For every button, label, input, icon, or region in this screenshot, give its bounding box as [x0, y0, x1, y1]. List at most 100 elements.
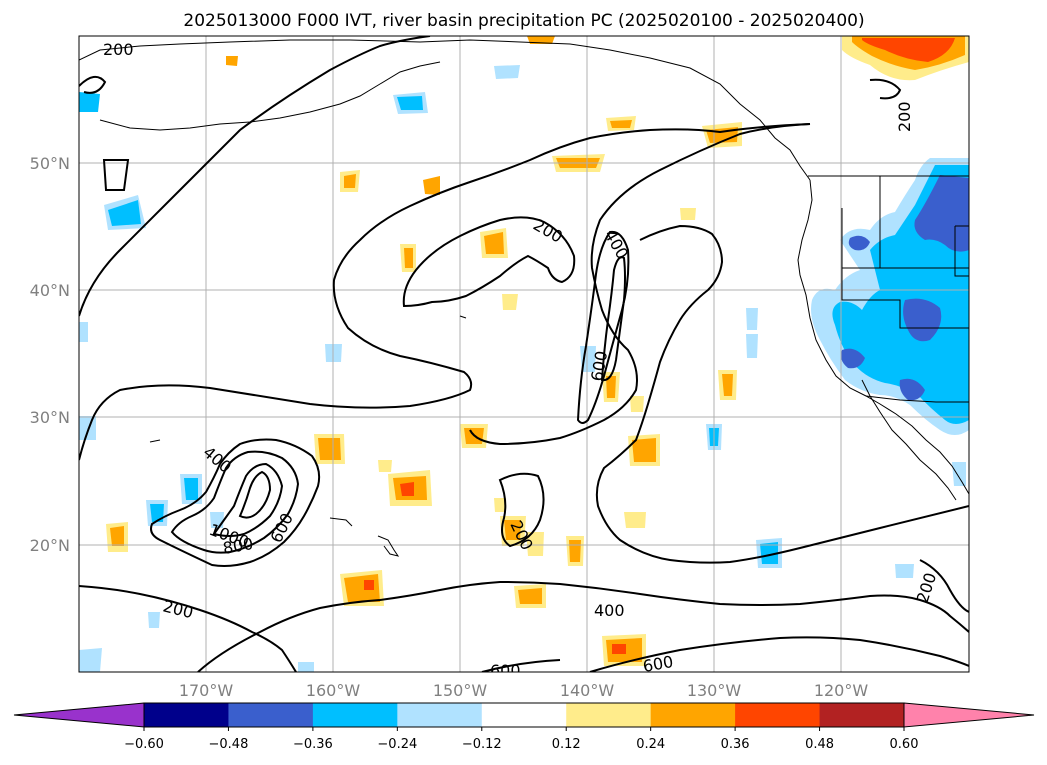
precip-blob: [344, 574, 380, 602]
precip-blob: [840, 348, 865, 369]
colorbar-bin: [650, 703, 736, 727]
ivt-contour: [919, 559, 969, 613]
precip-blob: [110, 526, 124, 546]
precip-blob: [400, 482, 414, 496]
precip-blob: [184, 478, 198, 500]
precip-blob: [484, 232, 504, 254]
lon-tick-label: 150°W: [433, 681, 488, 700]
precip-blob: [150, 504, 164, 522]
precip-blob: [318, 438, 341, 460]
precip-blob: [680, 208, 696, 220]
precip-blob: [344, 174, 356, 188]
coastlines: [79, 39, 969, 557]
ivt-contour: [212, 462, 284, 537]
colorbar-tick-label: 0.12: [552, 737, 581, 752]
precip-blob: [746, 334, 758, 358]
map-frame: [78, 35, 970, 673]
precip-pc-shading: [79, 36, 969, 672]
lon-tick-labels: 170°W 160°W 150°W 140°W 130°W 120°W: [179, 681, 869, 700]
precip-blob: [504, 520, 521, 540]
colorbar-bin: [819, 703, 905, 727]
precip-blob: [378, 460, 392, 472]
ivt-contour: [170, 450, 300, 554]
colorbar: −0.60 −0.48 −0.36 −0.24 −0.12 0.12 0.24 0.36 0.4…: [13, 702, 1035, 752]
coastline-island: [149, 315, 467, 443]
lon-tick-label: 170°W: [179, 681, 234, 700]
precip-blob: [722, 374, 733, 396]
state-border: [841, 268, 969, 329]
precip-blob: [397, 96, 423, 110]
ivt-contour: [481, 659, 561, 672]
lon-tick-label: 120°W: [814, 681, 869, 700]
contour-label: 400: [594, 601, 625, 620]
precip-blob: [760, 542, 778, 564]
precip-blob: [423, 176, 440, 195]
ivt-contour: [197, 580, 969, 672]
precip-blob: [108, 200, 141, 226]
precip-blob: [610, 120, 632, 128]
ivt-contour: [576, 230, 630, 424]
ivt-contour: [79, 75, 107, 94]
precip-blob: [606, 376, 616, 398]
coastline-west-us: [797, 179, 969, 495]
ivt-contours: [79, 36, 969, 672]
precip-blob: [624, 512, 646, 528]
ivt-contour: [595, 224, 969, 564]
lat-tick-labels: 50°N 40°N 30°N 20°N: [30, 154, 70, 555]
lon-tick-label: 160°W: [306, 681, 361, 700]
colorbar-tick-label: −0.36: [293, 737, 333, 752]
colorbar-tick-label: −0.48: [209, 737, 249, 752]
colorbar-tick-label: −0.60: [124, 737, 164, 752]
precip-blob: [895, 564, 914, 578]
precip-blob: [632, 438, 656, 462]
contour-label: 600: [641, 652, 674, 676]
precip-blob: [526, 532, 544, 556]
ivt-contour: [79, 123, 811, 461]
precip-blob: [569, 540, 581, 562]
lat-tick-label: 20°N: [30, 536, 70, 555]
precip-blob: [298, 662, 314, 672]
coastline-alaska: [79, 39, 811, 181]
border-us-mexico: [865, 395, 969, 403]
precip-blob: [746, 308, 758, 330]
precip-blob: [79, 416, 96, 440]
ivt-contour: [79, 585, 297, 672]
precip-blob: [404, 248, 413, 268]
colorbar-tick-label: 0.60: [890, 737, 919, 752]
precip-blob: [226, 56, 238, 66]
precip-blob: [494, 498, 506, 512]
colorbar-outline: [143, 702, 905, 728]
lon-tick-label: 130°W: [687, 681, 742, 700]
ivt-contour: [150, 438, 321, 567]
contour-label: 600: [490, 661, 521, 680]
precip-blob: [518, 588, 542, 604]
precip-blob: [862, 38, 955, 62]
contour-label: 200: [103, 40, 134, 59]
ivt-contour: [498, 472, 545, 548]
colorbar-tick-label: −0.24: [377, 737, 417, 752]
colorbar-tick-label: −0.12: [462, 737, 502, 752]
coastline-hawaii: [329, 517, 400, 557]
ivt-contour: [869, 78, 902, 100]
precip-blob: [903, 298, 942, 342]
coastline-baja: [861, 379, 957, 501]
contour-label: 200: [895, 101, 914, 132]
precip-blob: [899, 378, 925, 401]
ivt-contour: [402, 216, 576, 308]
lat-tick-label: 40°N: [30, 281, 70, 300]
precip-blob: [630, 396, 644, 412]
lat-tick-label: 50°N: [30, 154, 70, 173]
precip-blob: [502, 294, 518, 310]
precip-blob: [494, 65, 520, 79]
precip-blob: [79, 322, 88, 342]
colorbar-bin: [144, 703, 229, 727]
colorbar-bin: [397, 703, 483, 727]
coastline-aleutians: [99, 61, 441, 131]
ivt-contour: [79, 36, 431, 317]
ivt-contour: [589, 636, 969, 672]
colorbar-extend-low: [13, 702, 145, 728]
lon-tick-label: 140°W: [560, 681, 615, 700]
colorbar-bin: [481, 703, 567, 727]
colorbar-bin: [228, 703, 314, 727]
